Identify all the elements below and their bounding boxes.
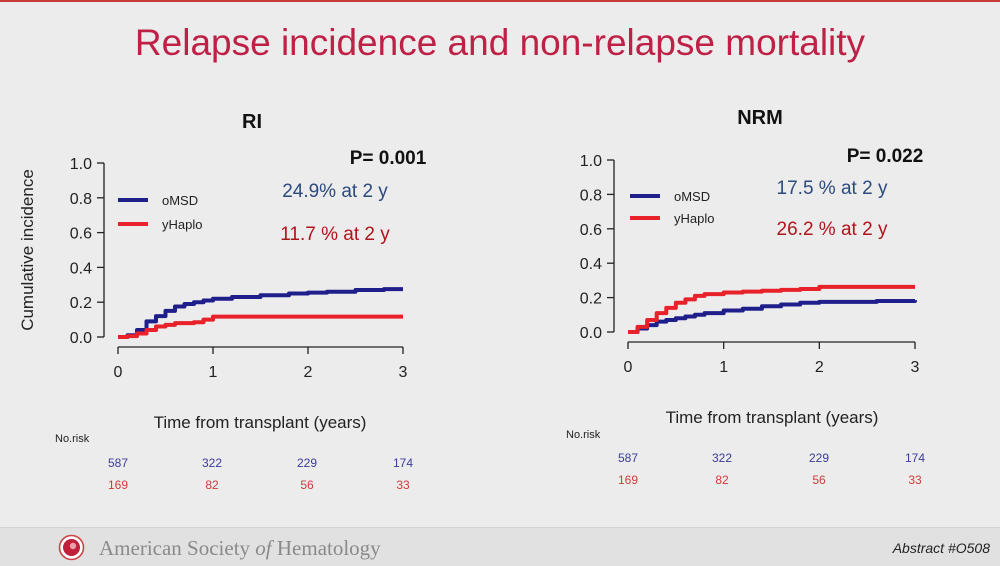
organization-name: American Society of Hematology [99, 536, 381, 560]
y-tick-label: 0.4 [580, 256, 602, 273]
risk-count-omsd: 229 [809, 451, 829, 465]
ash-logo-icon [58, 534, 85, 561]
risk-count-yhaplo: 169 [618, 473, 638, 487]
risk-count-yhaplo: 82 [715, 473, 729, 487]
x-tick-label: 2 [304, 364, 313, 381]
abstract-number: Abstract #O508 [892, 540, 990, 556]
x-tick-label: 3 [911, 359, 920, 376]
p-value: P= 0.001 [350, 148, 427, 169]
y-tick-label: 0.4 [70, 260, 92, 277]
risk-count-yhaplo: 56 [300, 478, 314, 492]
y-tick-label: 0.6 [70, 226, 92, 243]
y-tick-label: 0.2 [580, 291, 602, 308]
risk-count-yhaplo: 33 [908, 473, 922, 487]
risk-table-label: No.risk [566, 429, 601, 441]
y-axis-label: Cumulative incidence [18, 169, 37, 331]
risk-count-omsd: 587 [618, 451, 638, 465]
x-tick-label: 1 [719, 359, 728, 376]
risk-count-yhaplo: 169 [108, 478, 128, 492]
y-tick-label: 1.0 [70, 156, 92, 173]
x-tick-label: 0 [114, 364, 123, 381]
slide-title: Relapse incidence and non-relapse mortal… [134, 22, 866, 63]
risk-count-yhaplo: 33 [396, 478, 410, 492]
chart-title: NRM [737, 107, 783, 129]
y-tick-label: 0.0 [70, 330, 92, 347]
series-line-yhaplo [628, 284, 915, 334]
chart-title: RI [242, 111, 262, 133]
risk-count-omsd: 322 [712, 451, 732, 465]
risk-count-omsd: 322 [202, 456, 222, 470]
x-tick-label: 0 [624, 359, 633, 376]
risk-count-omsd: 174 [905, 451, 925, 465]
risk-table-label: No.risk [55, 433, 90, 445]
chart-ri: RI 0.0 0.2 0.4 0.6 0.8 1.0 0 1 2 3 Cumulative incid… [18, 111, 427, 492]
series-line-omsd [628, 299, 917, 334]
risk-count-omsd: 587 [108, 456, 128, 470]
series-line-yhaplo [118, 314, 403, 339]
series-line-omsd [118, 287, 403, 339]
risk-count-omsd: 174 [393, 456, 413, 470]
legend-label-omsd: oMSD [674, 189, 710, 204]
x-tick-label: 1 [209, 364, 218, 381]
x-axis-label: Time from transplant (years) [154, 413, 367, 432]
y-tick-label: 1.0 [580, 153, 602, 170]
p-value: P= 0.022 [847, 146, 924, 167]
risk-count-omsd: 229 [297, 456, 317, 470]
annotation-omsd: 24.9% at 2 y [282, 181, 388, 202]
y-tick-label: 0.8 [580, 187, 602, 204]
y-tick-label: 0.8 [70, 191, 92, 208]
annotation-yhaplo: 11.7 % at 2 y [280, 224, 390, 245]
risk-count-yhaplo: 82 [205, 478, 219, 492]
x-tick-label: 2 [815, 359, 824, 376]
annotation-omsd: 17.5 % at 2 y [777, 178, 888, 199]
x-axis-label: Time from transplant (years) [666, 408, 879, 427]
legend-label-yhaplo: yHaplo [162, 217, 202, 232]
annotation-yhaplo: 26.2 % at 2 y [777, 219, 888, 240]
y-tick-label: 0.0 [580, 325, 602, 342]
legend-label-omsd: oMSD [162, 193, 198, 208]
legend-label-yhaplo: yHaplo [674, 211, 714, 226]
y-tick-label: 0.6 [580, 222, 602, 239]
top-accent-line [0, 0, 1000, 2]
x-tick-label: 3 [399, 364, 408, 381]
y-tick-label: 0.2 [70, 295, 92, 312]
footer-bar: American Society of Hematology Abstract … [0, 527, 1000, 566]
risk-count-yhaplo: 56 [812, 473, 826, 487]
